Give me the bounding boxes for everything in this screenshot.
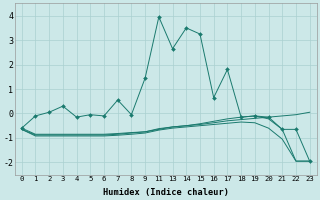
X-axis label: Humidex (Indice chaleur): Humidex (Indice chaleur)	[103, 188, 229, 197]
